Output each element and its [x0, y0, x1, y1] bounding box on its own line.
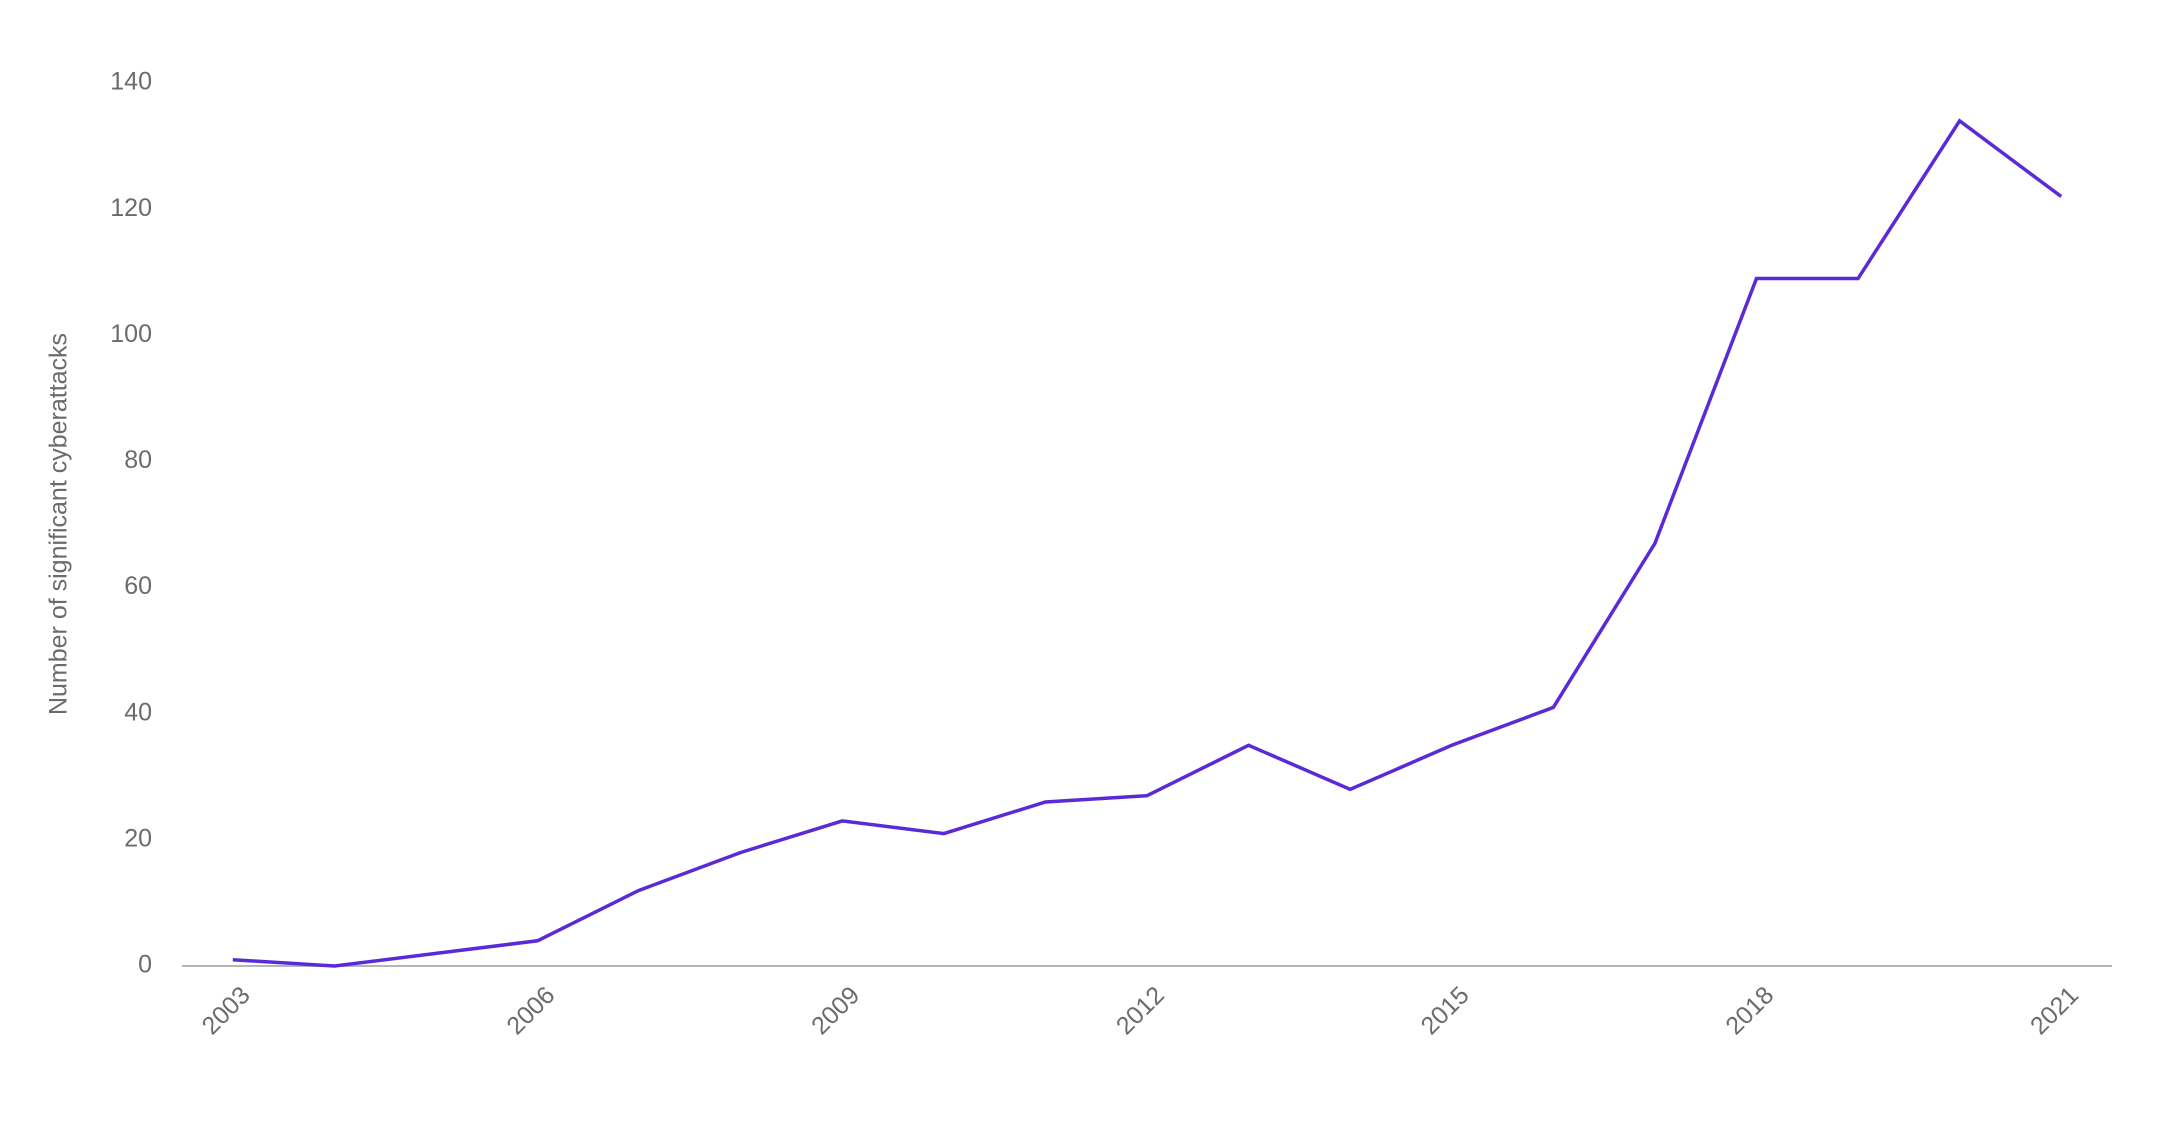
y-tick-label: 60	[124, 572, 152, 600]
y-axis-label: Number of significant cyberattacks	[45, 333, 73, 715]
y-tick-label: 20	[124, 824, 152, 852]
x-tick-label: 2009	[806, 981, 865, 1040]
y-tick-label: 120	[110, 194, 152, 222]
x-tick-label: 2018	[1720, 981, 1779, 1040]
data-line	[232, 118, 2063, 968]
x-tick-label: 2006	[501, 981, 560, 1040]
x-tick-label: 2015	[1416, 981, 1475, 1040]
y-tick-label: 100	[110, 320, 152, 348]
y-tick-label: 40	[124, 698, 152, 726]
y-tick-label: 80	[124, 446, 152, 474]
x-tick-label: 2003	[197, 981, 256, 1040]
y-tick-label: 0	[138, 951, 152, 979]
x-tick-label: 2021	[2025, 981, 2084, 1040]
y-tick-label: 140	[110, 68, 152, 96]
x-tick-label: 2012	[1111, 981, 1170, 1040]
